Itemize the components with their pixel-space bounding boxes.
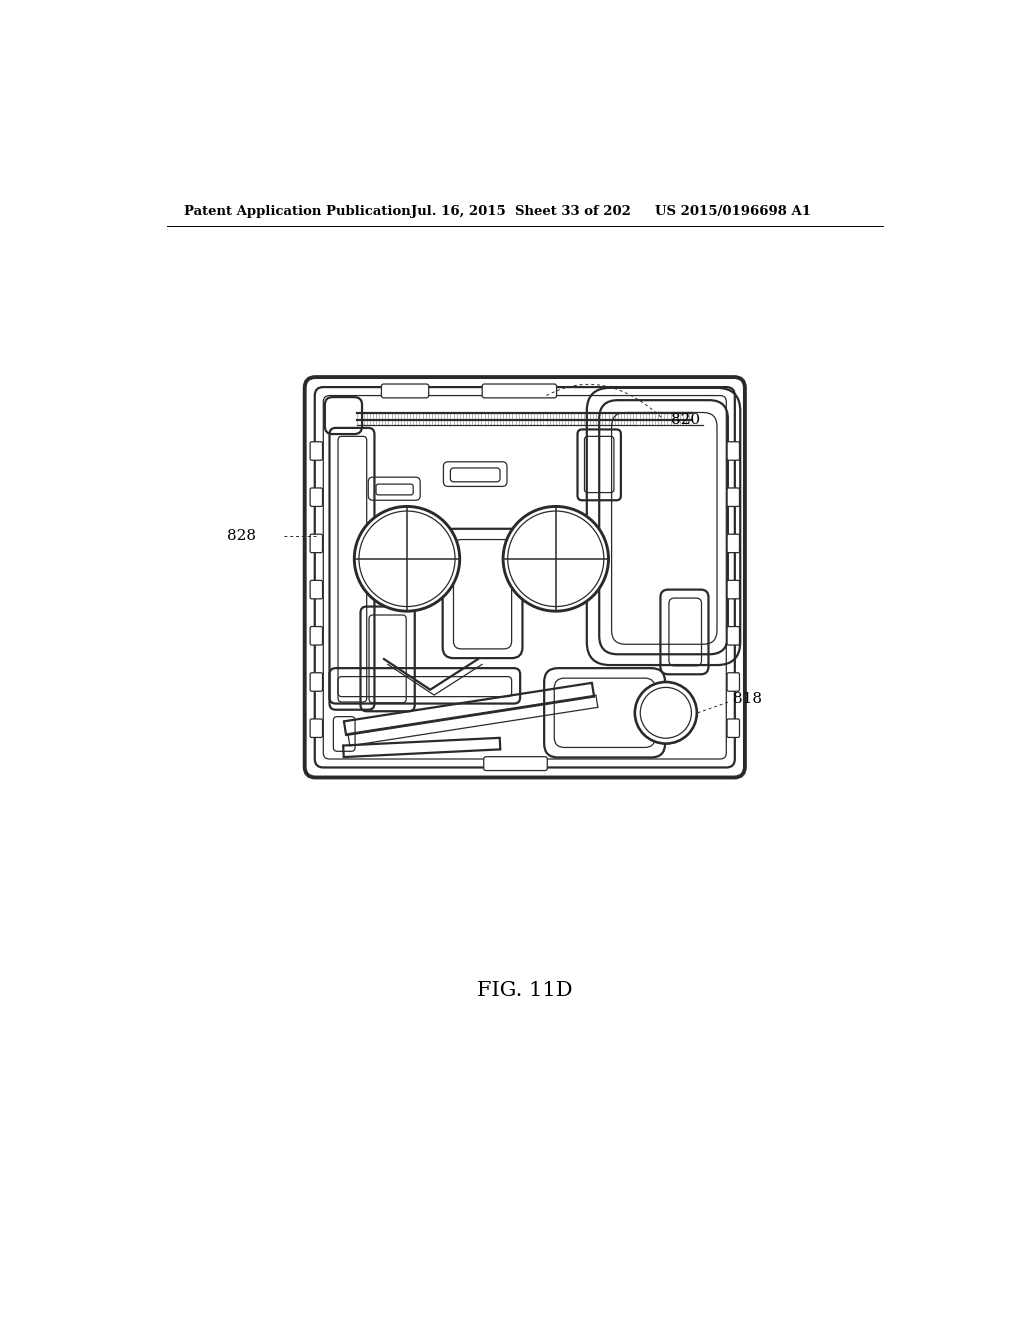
Text: Jul. 16, 2015  Sheet 33 of 202: Jul. 16, 2015 Sheet 33 of 202 [411, 205, 631, 218]
FancyBboxPatch shape [310, 627, 323, 645]
FancyBboxPatch shape [310, 442, 323, 461]
Circle shape [503, 507, 608, 611]
FancyBboxPatch shape [727, 442, 739, 461]
FancyBboxPatch shape [727, 535, 739, 553]
Text: FIG. 11D: FIG. 11D [477, 981, 572, 999]
FancyBboxPatch shape [482, 384, 557, 397]
FancyBboxPatch shape [310, 719, 323, 738]
FancyBboxPatch shape [310, 535, 323, 553]
FancyBboxPatch shape [451, 469, 500, 482]
Circle shape [354, 507, 460, 611]
FancyBboxPatch shape [376, 484, 414, 495]
FancyBboxPatch shape [727, 581, 739, 599]
Text: 828: 828 [227, 529, 256, 543]
FancyBboxPatch shape [310, 581, 323, 599]
FancyBboxPatch shape [727, 719, 739, 738]
Text: US 2015/0196698 A1: US 2015/0196698 A1 [655, 205, 811, 218]
FancyBboxPatch shape [727, 673, 739, 692]
Text: 818: 818 [732, 692, 762, 706]
FancyBboxPatch shape [310, 488, 323, 507]
FancyBboxPatch shape [483, 756, 547, 771]
Text: 820: 820 [671, 413, 699, 428]
FancyBboxPatch shape [310, 673, 323, 692]
Text: Patent Application Publication: Patent Application Publication [183, 205, 411, 218]
Circle shape [635, 682, 697, 743]
FancyBboxPatch shape [305, 378, 744, 777]
FancyBboxPatch shape [727, 627, 739, 645]
FancyBboxPatch shape [381, 384, 429, 397]
FancyBboxPatch shape [727, 488, 739, 507]
